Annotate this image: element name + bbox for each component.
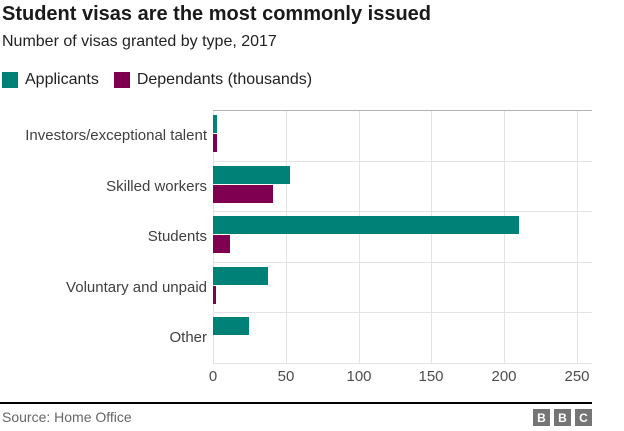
gridline-x-100 [359, 110, 360, 363]
gridline-x-200 [504, 110, 505, 363]
bbc-logo-block-b: B [554, 409, 571, 426]
category-label-investors-exceptional-talent: Investors/exceptional talent [25, 127, 207, 144]
bar-applicants-investors-exceptional-talent [213, 115, 217, 133]
bbc-logo-block-c: C [575, 409, 592, 426]
bar-dependants-thousands-investors-exceptional-talent [213, 134, 217, 152]
legend-item-applicants: Applicants [2, 71, 99, 89]
row-separator [213, 211, 592, 212]
chart-title: Student visas are the most commonly issu… [2, 3, 432, 25]
bar-applicants-students [213, 216, 519, 234]
category-label-students: Students [147, 228, 207, 245]
xtick-50: 50 [277, 368, 295, 385]
xtick-0: 0 [208, 368, 218, 385]
bbc-logo-block-b: B [533, 409, 550, 426]
xtick-250: 250 [564, 368, 590, 385]
legend-label-dependants-thousands: Dependants (thousands) [136, 71, 313, 88]
xtick-200: 200 [491, 368, 517, 385]
xtick-150: 150 [418, 368, 444, 385]
plot-area [213, 110, 592, 364]
bar-dependants-thousands-voluntary-and-unpaid [213, 286, 216, 304]
footer-divider [0, 402, 592, 404]
row-separator [213, 161, 592, 162]
category-label-voluntary-and-unpaid: Voluntary and unpaid [66, 279, 207, 296]
bar-dependants-thousands-students [213, 235, 230, 253]
bar-applicants-other [213, 317, 249, 335]
bar-dependants-thousands-skilled-workers [213, 185, 273, 203]
source-caption: Source: Home Office [2, 409, 132, 425]
row-separator [213, 262, 592, 263]
y-axis-category-labels: Investors/exceptional talent Skilled work… [0, 110, 207, 363]
xtick-100: 100 [346, 368, 372, 385]
category-label-other: Other [169, 329, 207, 346]
legend-swatch-dependants-thousands [113, 72, 130, 88]
plot-top-border [213, 110, 592, 111]
gridline-x-250 [577, 110, 578, 363]
legend-swatch-applicants [2, 72, 18, 88]
bar-applicants-skilled-workers [213, 166, 290, 184]
legend-label-applicants: Applicants [25, 71, 99, 88]
bar-applicants-voluntary-and-unpaid [213, 267, 268, 285]
chart-legend: Applicants Dependants (thousands) [2, 71, 312, 89]
x-axis-tick-labels: 0 50 100 150 200 250 [0, 368, 624, 388]
row-separator [213, 363, 592, 364]
chart-subtitle: Number of visas granted by type, 2017 [2, 33, 277, 50]
gridline-x-50 [286, 110, 287, 363]
legend-item-dependants-thousands: Dependants (thousands) [113, 71, 313, 89]
gridline-x-150 [431, 110, 432, 363]
category-label-skilled-workers: Skilled workers [106, 178, 207, 195]
row-separator [213, 312, 592, 313]
